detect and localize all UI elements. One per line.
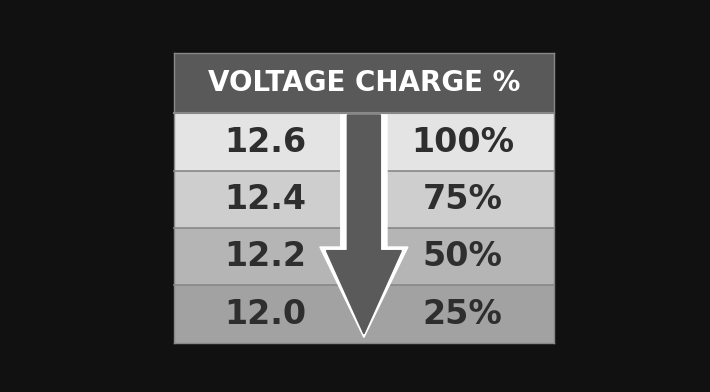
Text: 75%: 75% (422, 183, 503, 216)
Polygon shape (327, 115, 401, 334)
Bar (174, 228, 554, 285)
Text: VOLTAGE CHARGE %: VOLTAGE CHARGE % (208, 69, 520, 97)
Bar (174, 171, 554, 228)
Polygon shape (320, 115, 408, 338)
Bar (174, 53, 554, 113)
Text: 25%: 25% (422, 298, 503, 331)
Text: 12.2: 12.2 (224, 240, 306, 273)
Bar (174, 285, 554, 343)
Bar (174, 113, 554, 171)
Text: 12.6: 12.6 (224, 125, 306, 159)
Text: 12.0: 12.0 (224, 298, 306, 331)
Text: 100%: 100% (411, 125, 514, 159)
Text: 12.4: 12.4 (224, 183, 306, 216)
Text: 50%: 50% (422, 240, 503, 273)
